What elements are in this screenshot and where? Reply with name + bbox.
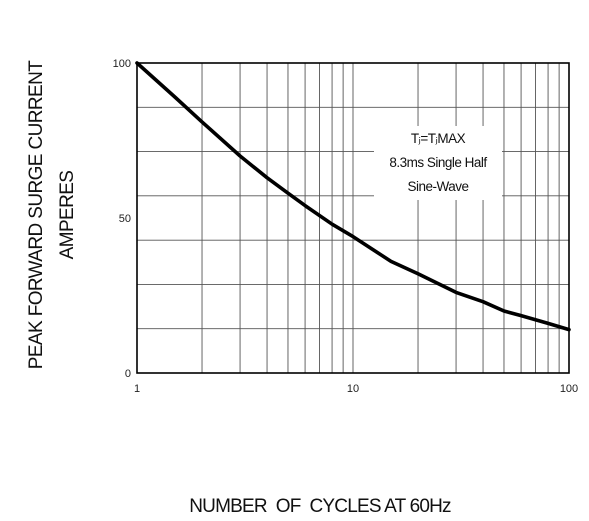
- annotation-line-2: 8.3ms Single Half: [389, 155, 487, 170]
- x-axis-label: NUMBER OF CYCLES AT 60Hz: [189, 496, 451, 517]
- y-tick-label: 0: [125, 368, 131, 380]
- annotation-background: [374, 126, 502, 200]
- chart-grid: [137, 63, 569, 373]
- y-tick-label: 50: [119, 213, 131, 225]
- x-tick-label: 10: [347, 383, 359, 395]
- x-tick-labels: 1 10 100: [134, 383, 578, 395]
- annotation-line-3: Sine-Wave: [407, 179, 468, 194]
- y-tick-labels: 0 50 100: [113, 58, 131, 380]
- y-axis-label-line-2: AMPERES: [57, 171, 78, 260]
- surge-current-curve: [135, 61, 571, 332]
- annotation-line-1: Tⱼ=TⱼMAX: [411, 131, 466, 146]
- plot-frame: [136, 62, 570, 374]
- x-tick-label: 100: [560, 383, 578, 395]
- y-tick-label: 100: [113, 58, 131, 70]
- y-axis-label-line-1: PEAK FORWARD SURGE CURRENT: [26, 60, 47, 369]
- x-tick-label: 1: [134, 383, 140, 395]
- series-group: [135, 61, 571, 332]
